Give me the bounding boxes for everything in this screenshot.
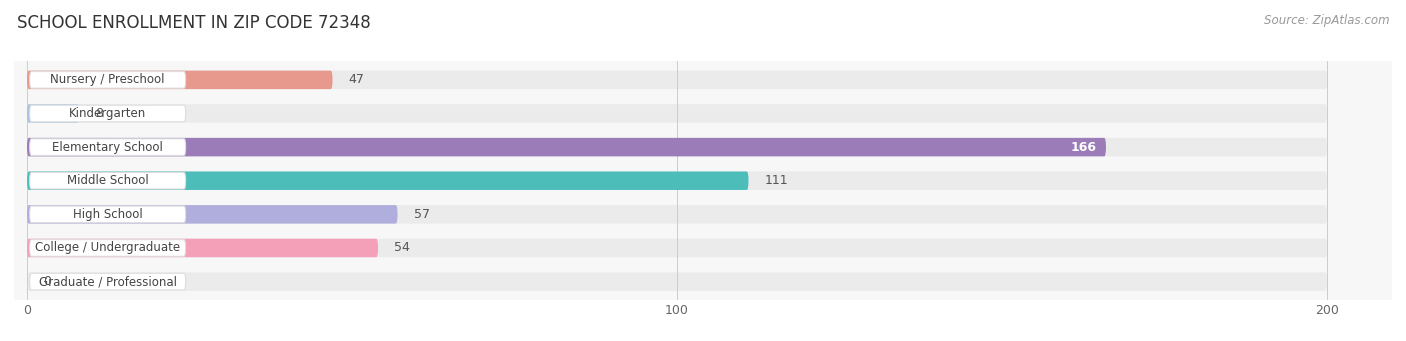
Text: 57: 57 — [413, 208, 430, 221]
Text: Middle School: Middle School — [66, 174, 149, 187]
FancyBboxPatch shape — [27, 172, 1327, 190]
FancyBboxPatch shape — [14, 164, 1392, 197]
FancyBboxPatch shape — [14, 231, 1392, 265]
Text: Nursery / Preschool: Nursery / Preschool — [51, 73, 165, 86]
Text: Source: ZipAtlas.com: Source: ZipAtlas.com — [1264, 14, 1389, 27]
FancyBboxPatch shape — [30, 72, 186, 88]
FancyBboxPatch shape — [27, 104, 79, 123]
FancyBboxPatch shape — [27, 272, 1327, 291]
Text: Kindergarten: Kindergarten — [69, 107, 146, 120]
FancyBboxPatch shape — [27, 71, 1327, 89]
Text: Graduate / Professional: Graduate / Professional — [38, 275, 177, 288]
Text: College / Undergraduate: College / Undergraduate — [35, 241, 180, 254]
FancyBboxPatch shape — [14, 265, 1392, 298]
FancyBboxPatch shape — [27, 205, 398, 224]
FancyBboxPatch shape — [27, 138, 1327, 157]
FancyBboxPatch shape — [14, 130, 1392, 164]
Text: 166: 166 — [1070, 140, 1097, 153]
FancyBboxPatch shape — [30, 139, 186, 155]
FancyBboxPatch shape — [27, 172, 748, 190]
FancyBboxPatch shape — [30, 273, 186, 290]
FancyBboxPatch shape — [14, 63, 1392, 97]
FancyBboxPatch shape — [30, 206, 186, 223]
FancyBboxPatch shape — [30, 173, 186, 189]
Text: SCHOOL ENROLLMENT IN ZIP CODE 72348: SCHOOL ENROLLMENT IN ZIP CODE 72348 — [17, 14, 371, 32]
Text: High School: High School — [73, 208, 142, 221]
FancyBboxPatch shape — [27, 71, 333, 89]
FancyBboxPatch shape — [27, 104, 1327, 123]
Text: 0: 0 — [44, 275, 51, 288]
FancyBboxPatch shape — [30, 240, 186, 256]
FancyBboxPatch shape — [27, 239, 1327, 257]
FancyBboxPatch shape — [14, 197, 1392, 231]
FancyBboxPatch shape — [27, 205, 1327, 224]
Text: Elementary School: Elementary School — [52, 140, 163, 153]
Text: 111: 111 — [765, 174, 789, 187]
FancyBboxPatch shape — [30, 105, 186, 122]
FancyBboxPatch shape — [27, 138, 1107, 157]
Text: 47: 47 — [349, 73, 364, 86]
FancyBboxPatch shape — [27, 239, 378, 257]
FancyBboxPatch shape — [14, 97, 1392, 130]
Text: 54: 54 — [394, 241, 411, 254]
Text: 8: 8 — [96, 107, 103, 120]
